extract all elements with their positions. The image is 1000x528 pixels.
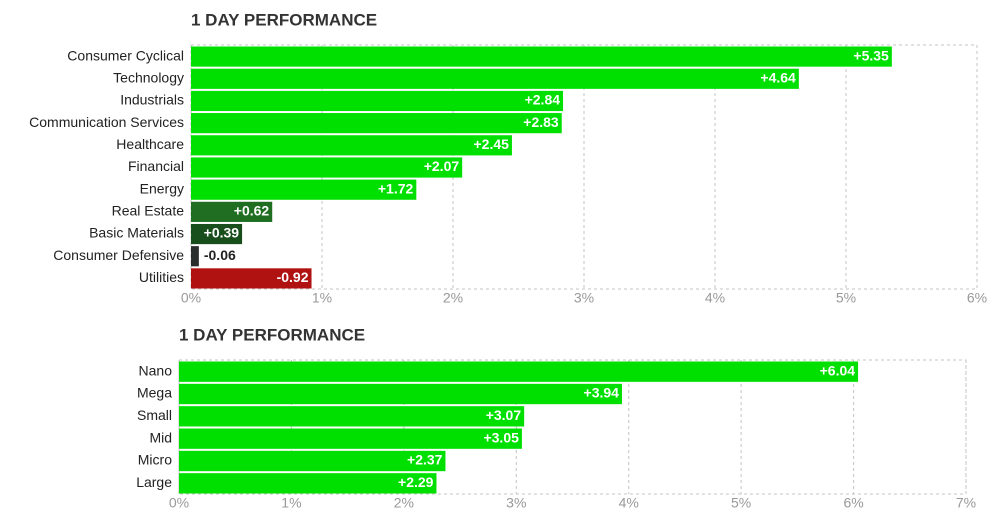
- bar: [179, 406, 525, 427]
- x-tick-label: 0%: [181, 290, 201, 306]
- category-label: Consumer Cyclical: [67, 47, 184, 63]
- category-label: Industrials: [120, 92, 184, 108]
- category-label: Large: [136, 474, 172, 490]
- bar: [191, 113, 562, 134]
- category-label: Consumer Defensive: [53, 247, 184, 263]
- x-tick-label: 6%: [843, 495, 863, 511]
- bar: [191, 246, 199, 267]
- category-label: Utilities: [139, 269, 184, 285]
- value-label: +2.83: [523, 114, 559, 130]
- value-label: +1.72: [378, 180, 414, 196]
- value-label: +4.64: [760, 69, 796, 85]
- category-label: Small: [137, 407, 172, 423]
- bar: [179, 428, 522, 449]
- x-tick-label: 3%: [574, 290, 594, 306]
- value-label: -0.92: [277, 269, 309, 285]
- x-tick-label: 1%: [281, 495, 301, 511]
- bar: [191, 223, 243, 245]
- bar: [191, 68, 799, 89]
- bar: [191, 179, 417, 200]
- category-label: Financial: [128, 158, 184, 174]
- bar: [179, 361, 859, 382]
- bar: [191, 201, 273, 222]
- category-label: Communication Services: [29, 114, 184, 130]
- bar: [191, 157, 463, 178]
- x-tick-label: 5%: [731, 495, 751, 511]
- bar: [191, 46, 892, 67]
- x-tick-label: 6%: [967, 290, 987, 306]
- x-tick-label: 7%: [956, 495, 976, 511]
- category-label: Technology: [113, 69, 184, 85]
- bar: [179, 383, 622, 405]
- value-label: +6.04: [820, 362, 856, 378]
- value-label: +2.84: [525, 92, 561, 108]
- x-tick-label: 5%: [836, 290, 856, 306]
- value-label: +0.39: [204, 225, 240, 241]
- value-label: +2.37: [407, 452, 443, 468]
- value-label: -0.06: [204, 247, 236, 263]
- category-label: Basic Materials: [89, 225, 184, 241]
- value-label: +3.94: [584, 385, 620, 401]
- x-tick-label: 2%: [443, 290, 463, 306]
- value-label: +3.07: [486, 407, 522, 423]
- x-tick-label: 4%: [619, 495, 639, 511]
- x-tick-label: 0%: [169, 495, 189, 511]
- value-label: +2.07: [424, 158, 460, 174]
- category-label: Micro: [138, 452, 172, 468]
- category-label: Real Estate: [112, 203, 185, 219]
- chart-title: 1 DAY PERFORMANCE: [191, 10, 377, 29]
- bar: [179, 450, 446, 472]
- x-tick-label: 1%: [312, 290, 332, 306]
- value-label: +2.45: [474, 136, 510, 152]
- bar: [191, 90, 564, 112]
- value-label: +5.35: [853, 47, 889, 63]
- x-tick-label: 3%: [506, 495, 526, 511]
- bar: [191, 135, 512, 156]
- value-label: +2.29: [398, 474, 434, 490]
- bar: [179, 473, 437, 494]
- value-label: +0.62: [234, 203, 270, 219]
- category-label: Nano: [139, 362, 173, 378]
- category-label: Healthcare: [116, 136, 184, 152]
- category-label: Energy: [140, 180, 184, 196]
- bar: [191, 268, 312, 289]
- value-label: +3.05: [483, 429, 519, 445]
- chart-title: 1 DAY PERFORMANCE: [179, 325, 365, 344]
- x-tick-label: 2%: [394, 495, 414, 511]
- category-label: Mega: [137, 385, 172, 401]
- x-tick-label: 4%: [705, 290, 725, 306]
- category-label: Mid: [149, 429, 172, 445]
